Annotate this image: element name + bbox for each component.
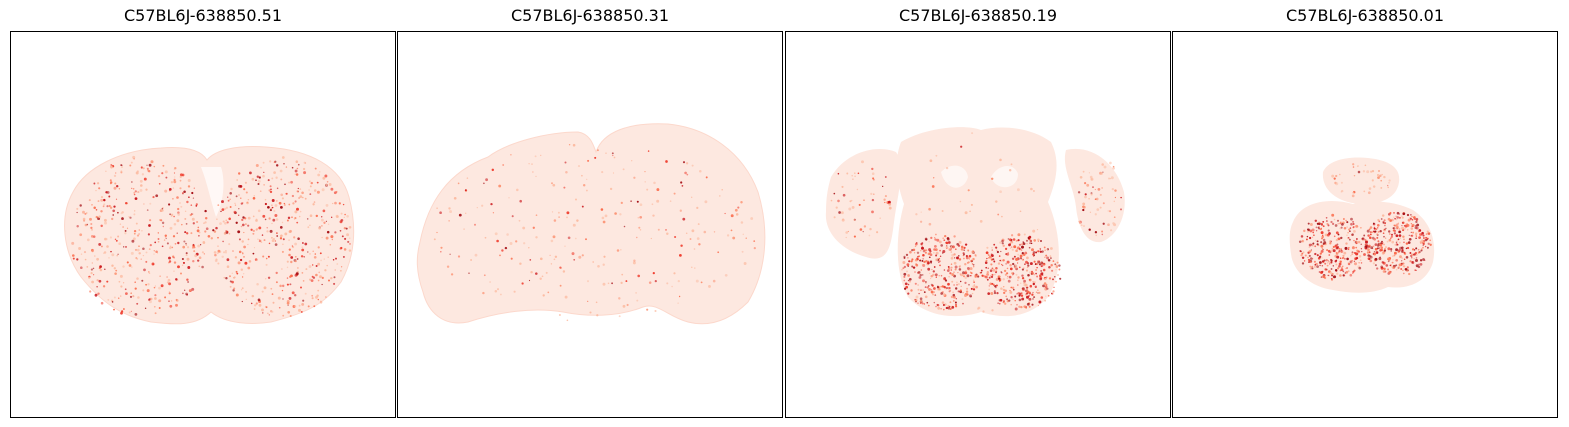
- tissue-right-lobe-3: [1064, 148, 1125, 243]
- panel-title-3: C57BL6J-638850.19: [898, 6, 1058, 25]
- tissue-left-lobe-3: [825, 149, 901, 259]
- brain-section-4: [1289, 157, 1435, 293]
- brain-section-3: [825, 127, 1125, 317]
- section-image-1: [10, 31, 396, 418]
- expression-dots-2: [433, 143, 756, 322]
- section-image-4: [1172, 31, 1558, 418]
- expression-dots-3: [830, 132, 1123, 313]
- panel-title-1: C57BL6J-638850.51: [123, 6, 283, 25]
- expression-dots-4: [1298, 163, 1432, 281]
- brain-section-2: [416, 123, 766, 325]
- tissue-lobes-4: [1289, 201, 1435, 293]
- panel-title-2: C57BL6J-638850.31: [510, 6, 670, 25]
- tissue-top-4: [1322, 157, 1400, 204]
- tissue-outline-2: [416, 123, 766, 325]
- section-image-2: [397, 31, 783, 418]
- section-image-3: [785, 31, 1171, 418]
- tissue-center-3: [896, 127, 1059, 317]
- brain-section-1: [64, 146, 355, 325]
- panel-title-4: C57BL6J-638850.01: [1285, 6, 1445, 25]
- expression-dots-1: [71, 155, 352, 318]
